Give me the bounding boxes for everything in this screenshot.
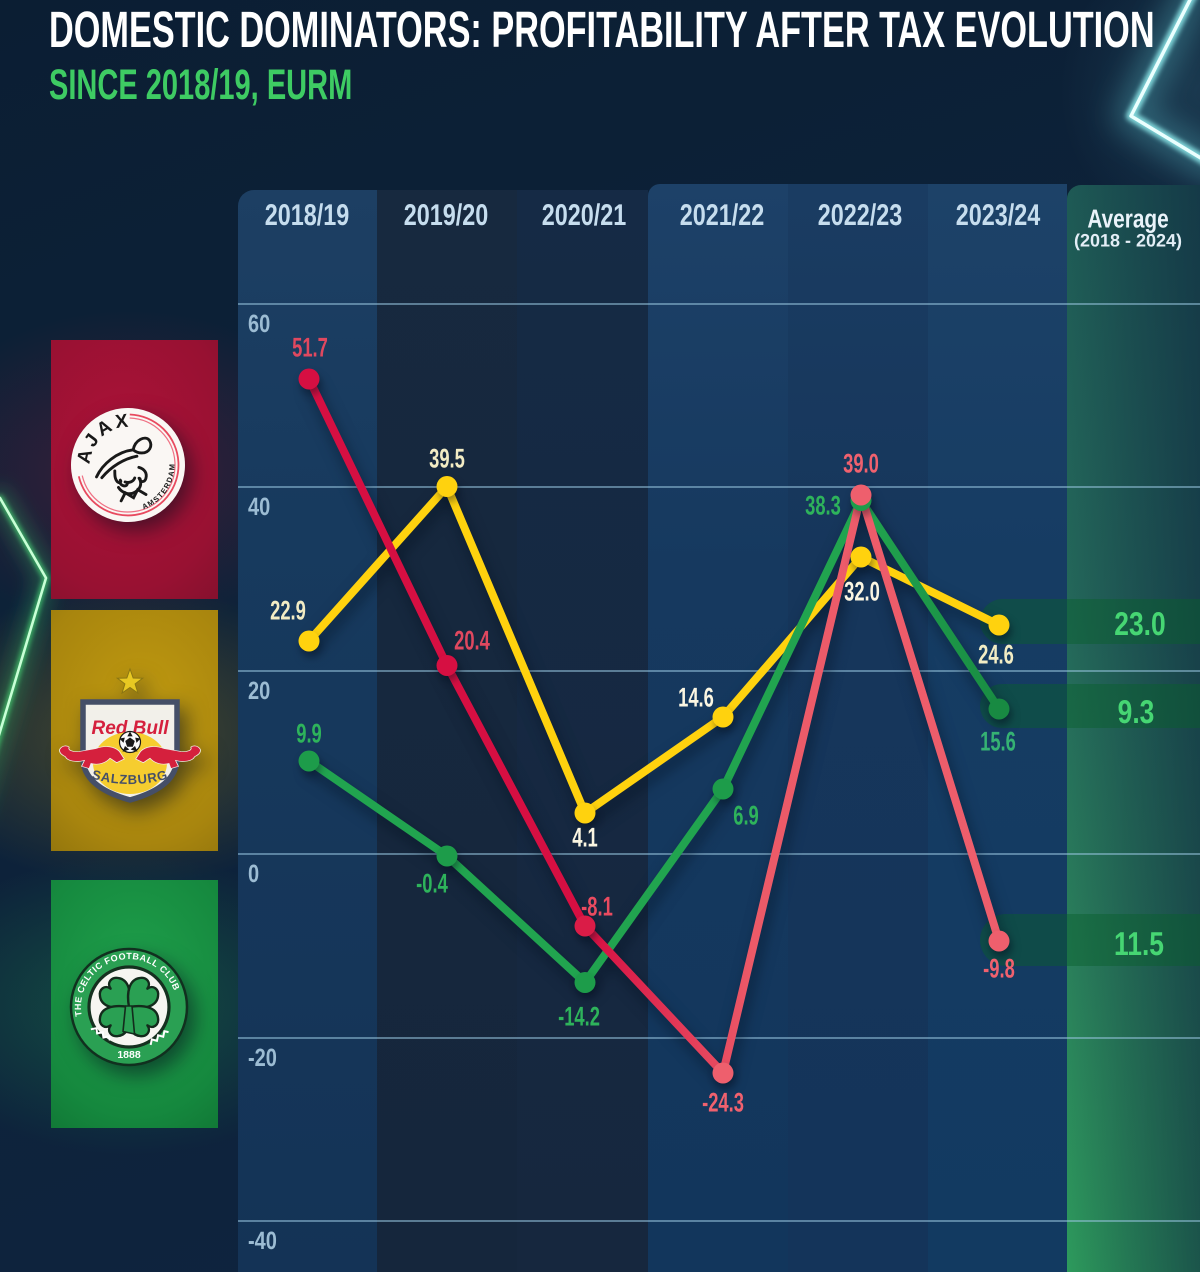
svg-text:1888: 1888: [117, 1049, 141, 1061]
svg-text:SALZBURG: SALZBURG: [91, 767, 170, 787]
svg-text:Red Bull: Red Bull: [91, 718, 169, 739]
